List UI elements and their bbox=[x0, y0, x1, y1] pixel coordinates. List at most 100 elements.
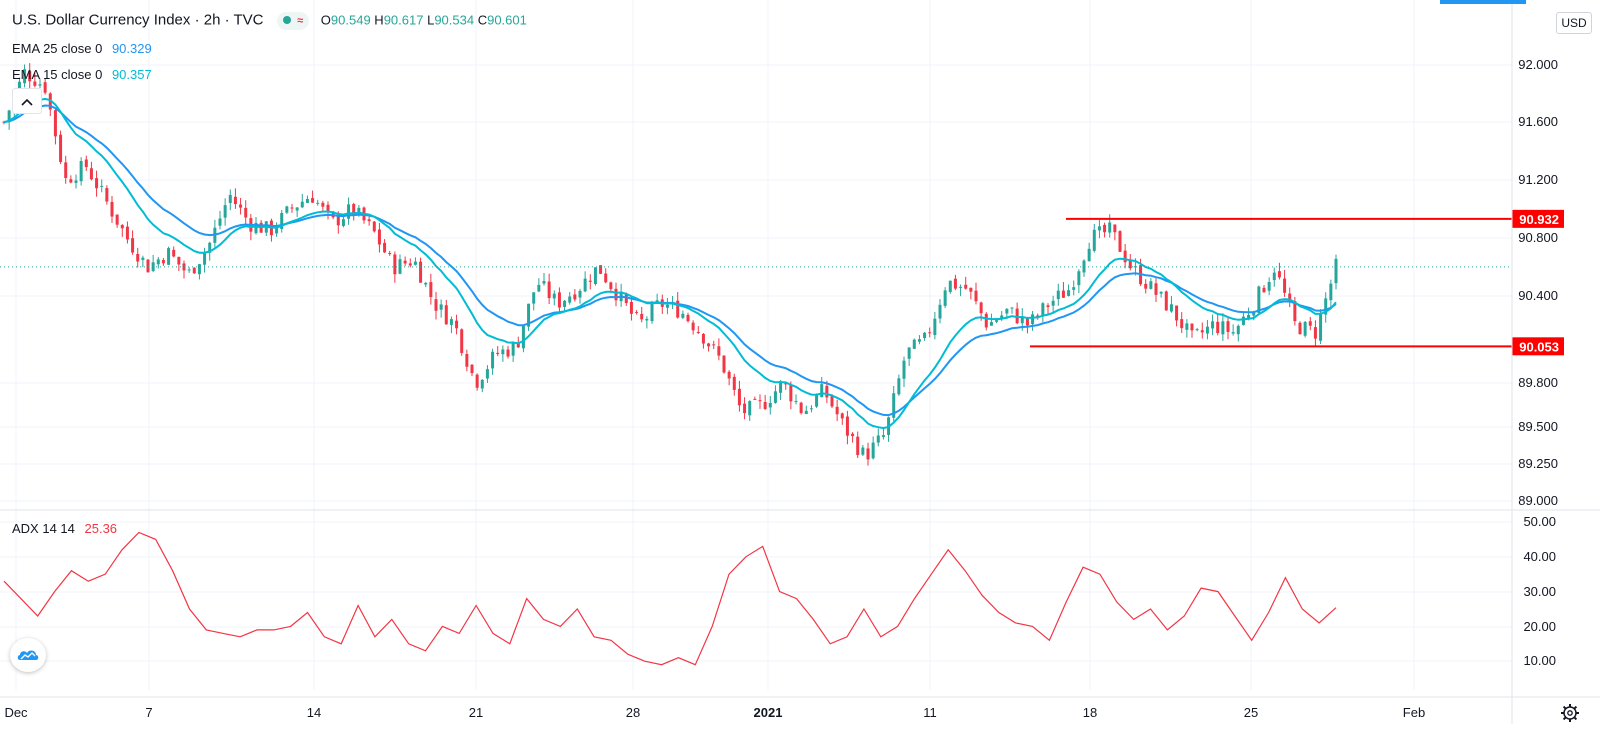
candle-body bbox=[717, 346, 721, 356]
candle-body bbox=[1241, 316, 1245, 325]
candle-body bbox=[496, 352, 500, 354]
level-price-label: 90.053 bbox=[1519, 339, 1559, 354]
candle-body bbox=[28, 71, 32, 82]
candle-body bbox=[367, 219, 371, 222]
candle-body bbox=[845, 416, 849, 436]
time-tick-label[interactable]: 2021 bbox=[754, 705, 783, 720]
ema25-legend[interactable]: EMA 25 close 0 90.329 bbox=[12, 41, 152, 57]
candle-body bbox=[470, 364, 474, 374]
candle-body bbox=[449, 319, 453, 325]
price-tick-label[interactable]: 89.500 bbox=[1518, 419, 1558, 434]
candle-body bbox=[676, 300, 680, 318]
candle-body bbox=[1190, 323, 1194, 331]
candle-body bbox=[485, 369, 489, 379]
candle-body bbox=[1180, 319, 1184, 329]
symbol-title[interactable]: U.S. Dollar Currency Index · 2h · TVC bbox=[12, 11, 264, 29]
candle-body bbox=[1211, 321, 1215, 329]
candle-body bbox=[773, 391, 777, 403]
time-tick-label[interactable]: 14 bbox=[307, 705, 321, 720]
ema25-label[interactable]: EMA 25 close 0 bbox=[12, 41, 103, 56]
candle-body bbox=[43, 82, 47, 93]
candle-body bbox=[223, 205, 227, 218]
candle-body bbox=[197, 264, 201, 275]
time-tick-label[interactable]: 21 bbox=[469, 705, 483, 720]
candle-body bbox=[1313, 327, 1317, 339]
candle-body bbox=[557, 292, 561, 308]
price-tick-label[interactable]: 90.400 bbox=[1518, 288, 1558, 303]
candle-body bbox=[228, 194, 232, 203]
time-tick-label[interactable]: 18 bbox=[1083, 705, 1097, 720]
adx-tick-label[interactable]: 40.00 bbox=[1523, 549, 1556, 564]
price-tick-label[interactable]: 91.200 bbox=[1518, 172, 1558, 187]
price-axis[interactable]: 92.000 91.600 91.200 90.800 90.400 89.800 89.5… bbox=[1518, 57, 1558, 508]
level-price-tag[interactable] bbox=[1512, 209, 1564, 228]
candle-body bbox=[1277, 271, 1281, 278]
candle-body bbox=[902, 360, 906, 379]
candle-body bbox=[681, 313, 685, 318]
candle-body bbox=[964, 284, 968, 289]
candle-body bbox=[254, 222, 258, 234]
candle-body bbox=[131, 238, 135, 253]
time-tick-label[interactable]: 25 bbox=[1244, 705, 1258, 720]
candle-body bbox=[1205, 326, 1209, 334]
candle-body bbox=[74, 180, 78, 183]
collapse-legend-button[interactable] bbox=[12, 88, 42, 114]
price-tick-label[interactable]: 89.250 bbox=[1518, 456, 1558, 471]
symbol-legend[interactable]: U.S. Dollar Currency Index · 2h · TVC ≈ … bbox=[12, 12, 527, 30]
time-tick-label[interactable]: Dec bbox=[4, 705, 28, 720]
price-tick-label[interactable]: 89.800 bbox=[1518, 375, 1558, 390]
candle-body bbox=[352, 204, 356, 215]
adx-line bbox=[3, 531, 1337, 666]
level-price-label: 90.932 bbox=[1519, 212, 1559, 227]
horizontal-levels[interactable]: 90.932 90.053 bbox=[1030, 209, 1564, 356]
candle-body bbox=[635, 312, 639, 314]
candle-body bbox=[748, 401, 752, 416]
logo-button[interactable] bbox=[10, 638, 46, 672]
time-axis[interactable]: Dec 7 14 21 28 2021 11 18 25 Feb bbox=[4, 705, 1425, 720]
candle-body bbox=[105, 187, 109, 202]
candle-body bbox=[851, 433, 855, 436]
candle-body bbox=[161, 260, 165, 264]
adx-axis[interactable]: 50.00 40.00 30.00 20.00 10.00 bbox=[1523, 514, 1556, 668]
adx-tick-label[interactable]: 10.00 bbox=[1523, 653, 1556, 668]
candle-body bbox=[1123, 250, 1127, 263]
time-tick-label[interactable]: Feb bbox=[1403, 705, 1425, 720]
candle-body bbox=[542, 281, 546, 284]
price-tick-label[interactable]: 89.000 bbox=[1518, 493, 1558, 508]
candle-body bbox=[712, 344, 716, 346]
adx-tick-label[interactable]: 20.00 bbox=[1523, 619, 1556, 634]
ohlc-values: O90.549 H90.617 L90.534 C90.601 bbox=[321, 12, 527, 27]
price-tick-label[interactable]: 91.600 bbox=[1518, 114, 1558, 129]
candle-body bbox=[1252, 312, 1256, 316]
level-price-tag[interactable] bbox=[1512, 337, 1564, 356]
time-tick-label[interactable]: 7 bbox=[145, 705, 152, 720]
adx-tick-label[interactable]: 50.00 bbox=[1523, 514, 1556, 529]
tradingview-cloud-icon bbox=[17, 650, 39, 660]
candle-body bbox=[1010, 307, 1014, 309]
time-tick-label[interactable]: 28 bbox=[626, 705, 640, 720]
currency-button[interactable]: USD bbox=[1556, 12, 1592, 34]
market-status-badge[interactable]: ≈ bbox=[277, 12, 310, 30]
candle-body bbox=[897, 378, 901, 395]
adx-tick-label[interactable]: 30.00 bbox=[1523, 584, 1556, 599]
candle-body bbox=[588, 280, 592, 282]
candle-body bbox=[928, 332, 932, 334]
adx-label[interactable]: ADX 14 14 bbox=[12, 521, 75, 536]
candle-body bbox=[53, 110, 57, 137]
time-tick-label[interactable]: 11 bbox=[923, 705, 937, 720]
candle-body bbox=[923, 332, 927, 339]
settings-button[interactable] bbox=[1560, 703, 1580, 723]
ema15-label[interactable]: EMA 15 close 0 bbox=[12, 67, 103, 82]
price-tick-label[interactable]: 90.800 bbox=[1518, 230, 1558, 245]
candle-body bbox=[974, 290, 978, 302]
ema-lines bbox=[3, 97, 1337, 430]
candle-body bbox=[2, 121, 6, 123]
candle-body bbox=[146, 259, 150, 273]
candle-body bbox=[110, 201, 114, 217]
price-tick-label[interactable]: 92.000 bbox=[1518, 57, 1558, 72]
adx-legend[interactable]: ADX 14 14 25.36 bbox=[12, 521, 117, 537]
ema15-legend[interactable]: EMA 15 close 0 90.357 bbox=[12, 67, 152, 83]
candle-body bbox=[1041, 303, 1045, 316]
